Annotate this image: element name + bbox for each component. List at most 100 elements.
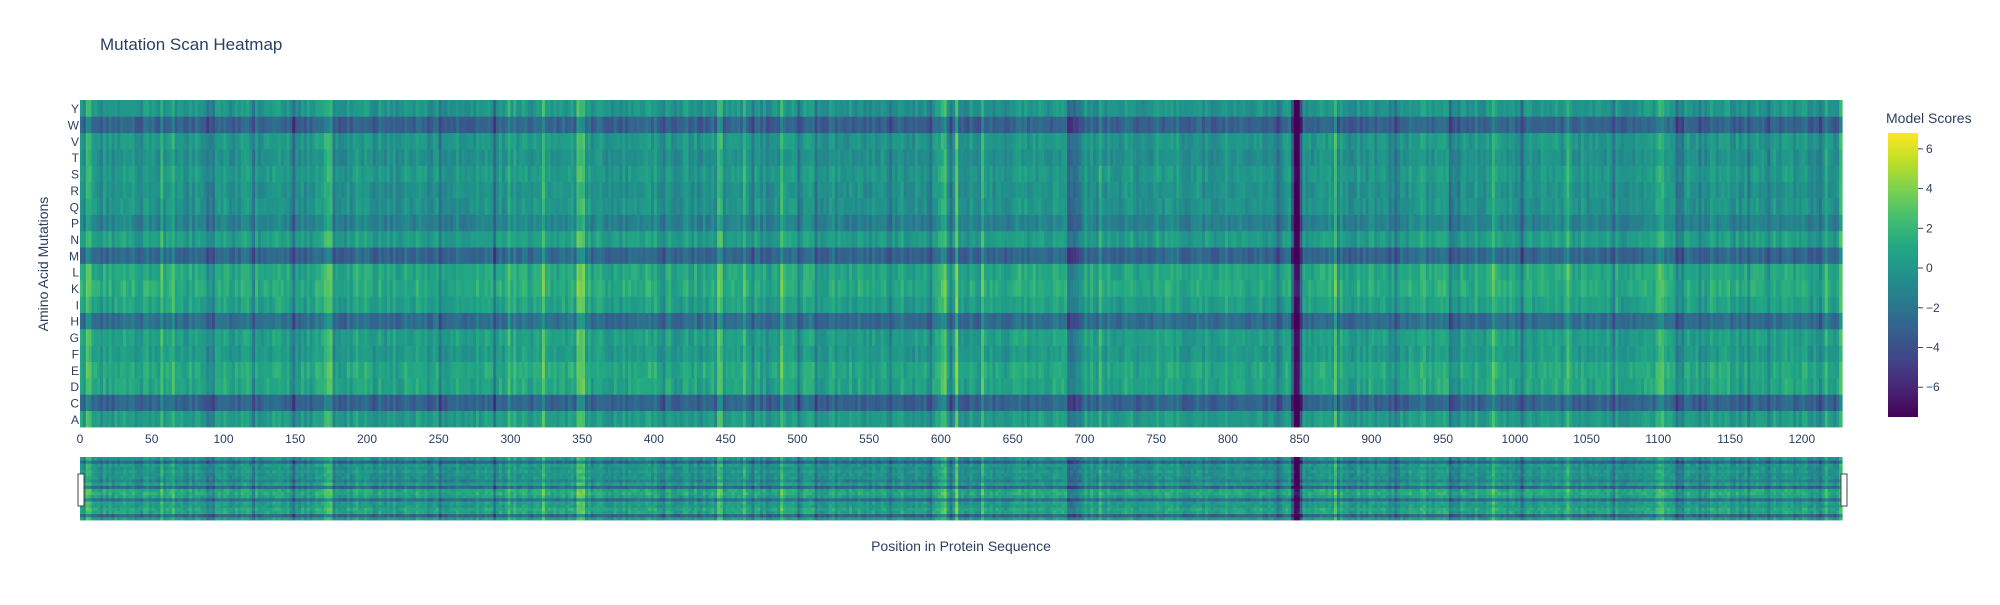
- heatmap-cell: [438, 361, 443, 379]
- heatmap-cell: [85, 328, 90, 346]
- heatmap-cell: [1523, 361, 1527, 379]
- heatmap-cell: [1282, 377, 1286, 395]
- heatmap-cell: [608, 394, 612, 412]
- heatmap-cell: [312, 394, 316, 412]
- heatmap-cell: [1552, 394, 1556, 412]
- heatmap-cell: [1500, 394, 1504, 412]
- heatmap-cell: [1431, 410, 1436, 428]
- heatmap-cell: [203, 410, 207, 428]
- heatmap-cell: [834, 410, 839, 428]
- heatmap-cell: [252, 345, 256, 362]
- heatmap-cell: [1778, 410, 1783, 428]
- heatmap-cell: [1193, 394, 1197, 412]
- heatmap-cell: [1348, 345, 1352, 362]
- heatmap-cell: [364, 361, 368, 379]
- heatmap-cell: [1609, 410, 1614, 428]
- heatmap-cell: [762, 328, 767, 346]
- heatmap-cell: [1798, 410, 1803, 428]
- heatmap-cell: [444, 361, 448, 379]
- heatmap-cell: [917, 394, 922, 412]
- heatmap-cell: [972, 377, 976, 395]
- heatmap-cell: [1070, 361, 1074, 379]
- heatmap-cell: [961, 361, 965, 379]
- heatmap-cell: [289, 345, 293, 362]
- heatmap-cell: [797, 361, 801, 379]
- heatmap-cell: [1021, 345, 1025, 362]
- heatmap-cell: [280, 345, 285, 362]
- heatmap-cell: [1431, 394, 1436, 412]
- heatmap-cell: [1193, 361, 1197, 379]
- heatmap-cell: [1179, 394, 1183, 412]
- heatmap-cell: [157, 410, 161, 428]
- heatmap-cell: [389, 361, 394, 379]
- heatmap-cell: [1236, 361, 1240, 379]
- heatmap-cell: [358, 345, 362, 362]
- heatmap-cell: [981, 361, 985, 379]
- heatmap-cell: [214, 410, 219, 428]
- heatmap-cell: [513, 377, 517, 395]
- heatmap-cell: [108, 361, 113, 379]
- heatmap-cell: [579, 377, 583, 395]
- heatmap-cell: [1273, 377, 1278, 395]
- heatmap-cell: [1265, 361, 1269, 379]
- heatmap-cell: [151, 361, 156, 379]
- heatmap-cell: [582, 328, 586, 346]
- heatmap-cell: [269, 345, 273, 362]
- heatmap-cell: [533, 345, 537, 362]
- heatmap-cell: [527, 328, 532, 346]
- heatmap-cell: [1334, 361, 1338, 379]
- heatmap-cell: [427, 361, 431, 379]
- heatmap-cell: [1566, 361, 1570, 379]
- heatmap-cell: [935, 345, 939, 362]
- heatmap-cell: [427, 410, 431, 428]
- heatmap-cell: [234, 377, 239, 395]
- heatmap-cell: [1408, 345, 1413, 362]
- heatmap-cell: [384, 410, 388, 428]
- heatmap-cell: [174, 345, 179, 362]
- heatmap-cell: [1689, 410, 1694, 428]
- main-heatmap[interactable]: [80, 100, 1843, 428]
- heatmap-cell: [800, 410, 804, 428]
- heatmap-cell: [234, 328, 239, 346]
- heatmap-cell: [209, 361, 213, 379]
- heatmap-cell: [1104, 377, 1108, 395]
- heatmap-cell: [998, 345, 1002, 362]
- heatmap-cell: [1428, 361, 1433, 379]
- heatmap-cell: [1423, 377, 1427, 395]
- heatmap-cell: [387, 410, 391, 428]
- heatmap-cell: [1652, 377, 1657, 395]
- heatmap-cell: [1147, 345, 1151, 362]
- heatmap-cell: [1115, 361, 1120, 379]
- heatmap-cell: [1164, 410, 1169, 428]
- heatmap-cell: [131, 410, 136, 428]
- heatmap-cell: [461, 345, 466, 362]
- heatmap-cell: [854, 377, 859, 395]
- heatmap-cell: [128, 394, 133, 412]
- heatmap-cell: [1279, 377, 1284, 395]
- heatmap-cell: [573, 410, 578, 428]
- heatmap-cell: [814, 394, 819, 412]
- heatmap-cell: [1414, 345, 1418, 362]
- heatmap-cell: [366, 410, 371, 428]
- heatmap-cell: [306, 377, 311, 395]
- heatmap-cell: [1342, 410, 1347, 428]
- heatmap-cell: [410, 410, 414, 428]
- heatmap-cell: [932, 361, 936, 379]
- heatmap-cell: [616, 394, 621, 412]
- heatmap-cell: [966, 377, 971, 395]
- heatmap-cell: [484, 345, 489, 362]
- heatmap-cell: [1420, 410, 1424, 428]
- heatmap-cell: [1661, 394, 1665, 412]
- heatmap-cell: [292, 394, 296, 412]
- heatmap-cell: [1113, 394, 1117, 412]
- heatmap-cell: [1807, 345, 1812, 362]
- heatmap-cell: [111, 345, 116, 362]
- heatmap-cell: [275, 361, 279, 379]
- heatmap-cell: [705, 394, 710, 412]
- heatmap-cell: [1423, 361, 1427, 379]
- heatmap-cell: [579, 410, 583, 428]
- heatmap-cell: [243, 345, 248, 362]
- heatmap-cell: [831, 377, 836, 395]
- heatmap-cell: [128, 377, 133, 395]
- heatmap-cell: [214, 361, 219, 379]
